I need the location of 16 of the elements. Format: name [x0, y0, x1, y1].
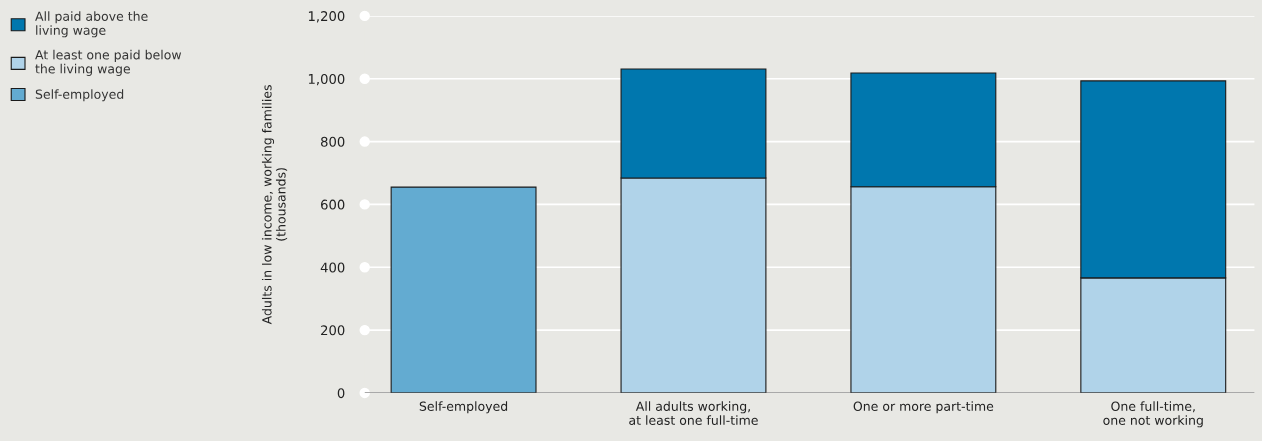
y-tick-label: 0 — [337, 388, 345, 399]
bar — [390, 186, 537, 393]
x-tick-label: One or more part-time — [853, 401, 994, 414]
y-axis-title: Adults in low income, working families (thousands) — [261, 85, 288, 325]
legend-label: Self-employed — [35, 89, 124, 102]
y-tick-label: 1,000 — [308, 73, 345, 86]
x-tick-label: All adults working, at least one full-time — [629, 401, 758, 425]
legend-label: At least one paid below the living wage — [35, 49, 182, 76]
x-tick-label: One full-time, one not working — [1103, 401, 1203, 428]
legend-label: All paid above the living wage — [35, 11, 148, 38]
y-tick-label: 600 — [321, 199, 345, 210]
y-tick-label: 1,200 — [308, 11, 345, 23]
y-tick-label: 800 — [320, 136, 345, 147]
y-tick-label: 400 — [320, 262, 345, 273]
x-tick-label: Self-employed — [419, 401, 508, 414]
y-tick-label: 200 — [321, 325, 345, 336]
